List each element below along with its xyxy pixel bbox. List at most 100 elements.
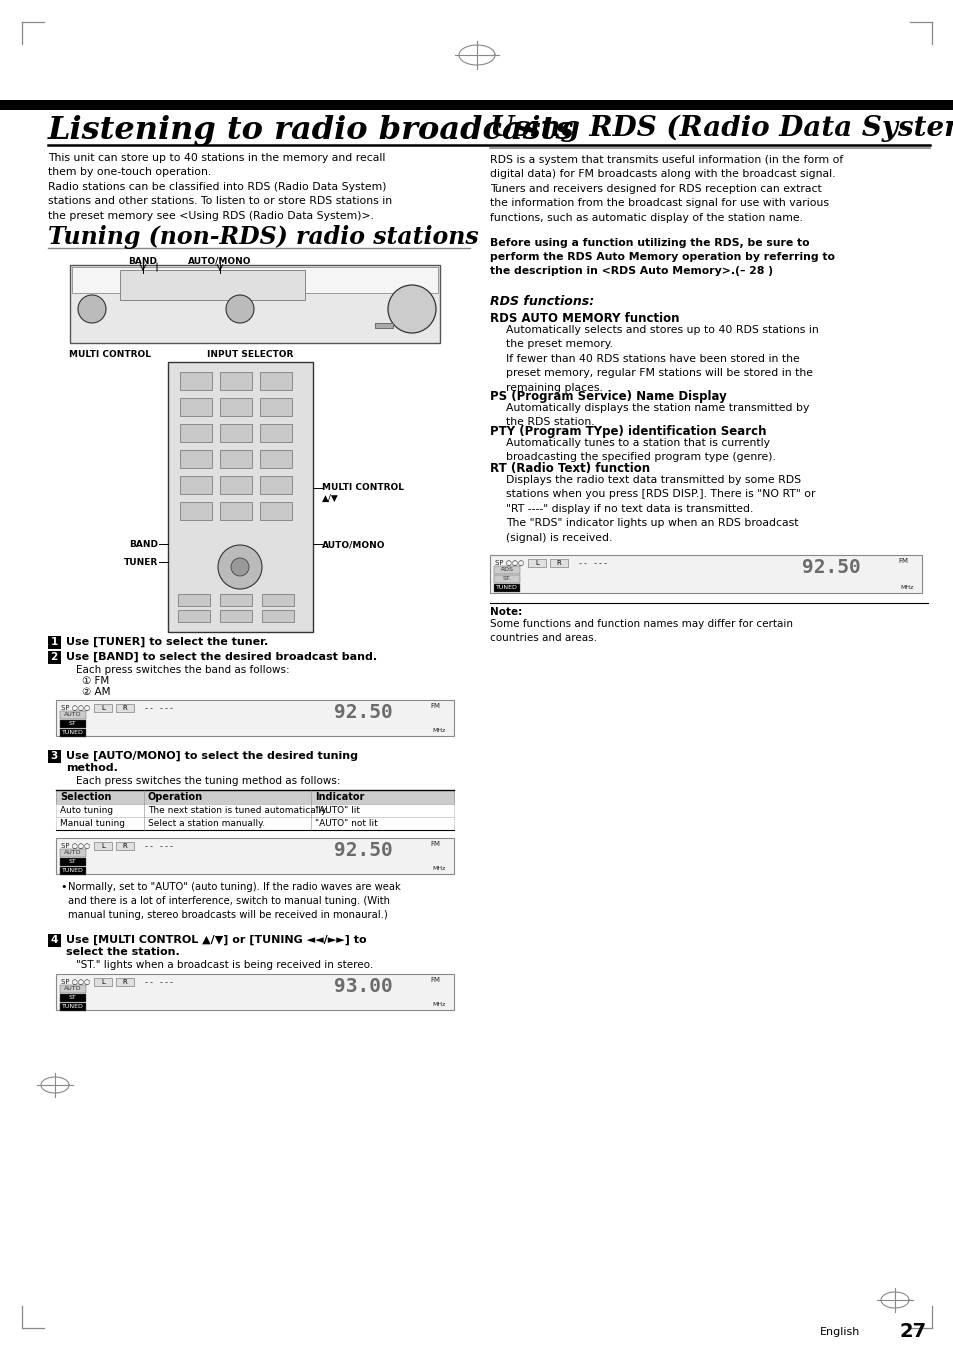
- Text: L: L: [101, 705, 105, 711]
- Bar: [220, 610, 252, 622]
- Circle shape: [78, 296, 106, 323]
- Bar: [180, 502, 212, 520]
- Text: RDS AUTO MEMORY function: RDS AUTO MEMORY function: [490, 312, 679, 325]
- Text: Some functions and function names may differ for certain
countries and areas.: Some functions and function names may di…: [490, 620, 792, 643]
- Bar: [220, 477, 252, 494]
- Bar: [260, 398, 292, 416]
- Text: AUTO: AUTO: [64, 850, 82, 855]
- Bar: [168, 362, 313, 632]
- Text: 92.50: 92.50: [334, 703, 393, 722]
- Bar: [178, 594, 210, 606]
- Bar: [56, 805, 454, 817]
- Text: Displays the radio text data transmitted by some RDS
stations when you press [RD: Displays the radio text data transmitted…: [505, 475, 815, 543]
- Text: 4: 4: [51, 936, 57, 945]
- Bar: [116, 977, 133, 986]
- Text: Each press switches the band as follows:: Each press switches the band as follows:: [76, 666, 290, 675]
- Text: 92.50: 92.50: [334, 841, 393, 860]
- Bar: [60, 729, 86, 737]
- Text: AUTO: AUTO: [64, 986, 82, 991]
- Text: 92.50: 92.50: [801, 558, 860, 576]
- Bar: [60, 859, 86, 865]
- Bar: [375, 323, 393, 328]
- Text: SP ○○○: SP ○○○: [61, 703, 90, 710]
- Text: RDS: RDS: [500, 567, 513, 572]
- Bar: [70, 265, 439, 343]
- Text: -- ---: -- ---: [144, 842, 173, 850]
- Bar: [527, 559, 545, 567]
- Circle shape: [388, 285, 436, 333]
- Bar: [180, 373, 212, 390]
- Bar: [60, 711, 86, 720]
- Text: TUNED: TUNED: [62, 868, 84, 873]
- Bar: [494, 585, 519, 593]
- Text: Normally, set to "AUTO" (auto tuning). If the radio waves are weak
and there is : Normally, set to "AUTO" (auto tuning). I…: [68, 882, 400, 919]
- Text: Auto tuning: Auto tuning: [60, 806, 113, 815]
- Bar: [490, 555, 921, 593]
- Text: AUTO/MONO: AUTO/MONO: [322, 540, 385, 549]
- Bar: [48, 636, 61, 649]
- Text: "AUTO" not lit: "AUTO" not lit: [314, 819, 377, 828]
- Text: L: L: [101, 979, 105, 986]
- Bar: [94, 703, 112, 711]
- Bar: [60, 849, 86, 857]
- Bar: [178, 610, 210, 622]
- Text: R: R: [123, 979, 128, 986]
- Text: Use [MULTI CONTROL ▲/▼] or [TUNING ◄◄/►►] to: Use [MULTI CONTROL ▲/▼] or [TUNING ◄◄/►►…: [66, 936, 366, 945]
- Bar: [71, 267, 437, 293]
- Text: Note:: Note:: [490, 608, 521, 617]
- Bar: [180, 398, 212, 416]
- Text: FM: FM: [430, 703, 439, 709]
- Circle shape: [231, 558, 249, 576]
- Text: L: L: [101, 842, 105, 849]
- Bar: [260, 477, 292, 494]
- Text: R: R: [123, 842, 128, 849]
- Bar: [0, 100, 953, 109]
- Text: FM: FM: [430, 977, 439, 983]
- Text: ② AM: ② AM: [82, 687, 111, 697]
- Text: MHz: MHz: [432, 865, 446, 871]
- Text: SP ○○○: SP ○○○: [495, 559, 523, 566]
- Text: method.: method.: [66, 763, 118, 774]
- Bar: [494, 566, 519, 574]
- Bar: [375, 323, 393, 328]
- Text: Select a station manually.: Select a station manually.: [148, 819, 265, 828]
- Bar: [220, 424, 252, 441]
- Text: Operation: Operation: [148, 792, 203, 802]
- Bar: [260, 502, 292, 520]
- Bar: [60, 1003, 86, 1011]
- Text: •: •: [60, 882, 67, 892]
- Circle shape: [218, 545, 262, 589]
- Bar: [262, 610, 294, 622]
- Text: "ST." lights when a broadcast is being received in stereo.: "ST." lights when a broadcast is being r…: [76, 960, 373, 971]
- Text: Use [BAND] to select the desired broadcast band.: Use [BAND] to select the desired broadca…: [66, 652, 376, 663]
- Text: 93.00: 93.00: [334, 977, 393, 996]
- Text: R: R: [556, 560, 560, 566]
- Bar: [260, 424, 292, 441]
- Bar: [56, 838, 454, 873]
- Text: INPUT SELECTOR: INPUT SELECTOR: [207, 350, 293, 359]
- Bar: [60, 994, 86, 1002]
- Text: The next station is tuned automatically.: The next station is tuned automatically.: [148, 806, 328, 815]
- Text: Indicator: Indicator: [314, 792, 364, 802]
- Text: Use [TUNER] to select the tuner.: Use [TUNER] to select the tuner.: [66, 637, 268, 647]
- Bar: [56, 817, 454, 830]
- Bar: [494, 575, 519, 583]
- Text: MULTI CONTROL: MULTI CONTROL: [69, 350, 151, 359]
- Text: FM: FM: [430, 841, 439, 846]
- Text: SP ○○○: SP ○○○: [61, 842, 90, 848]
- Text: -- ---: -- ---: [578, 559, 607, 568]
- Bar: [262, 594, 294, 606]
- Bar: [220, 594, 252, 606]
- Text: Using RDS (Radio Data System): Using RDS (Radio Data System): [490, 115, 953, 142]
- Text: TUNED: TUNED: [62, 730, 84, 734]
- Text: RT (Radio Text) function: RT (Radio Text) function: [490, 462, 649, 475]
- Text: 1: 1: [51, 637, 57, 647]
- Text: FM: FM: [897, 558, 907, 564]
- Bar: [94, 842, 112, 850]
- Text: RDS functions:: RDS functions:: [490, 296, 594, 308]
- Text: ST.: ST.: [502, 576, 511, 580]
- Text: 2: 2: [51, 652, 57, 662]
- Bar: [48, 751, 61, 763]
- Text: ▲/▼: ▲/▼: [322, 494, 338, 504]
- Bar: [260, 373, 292, 390]
